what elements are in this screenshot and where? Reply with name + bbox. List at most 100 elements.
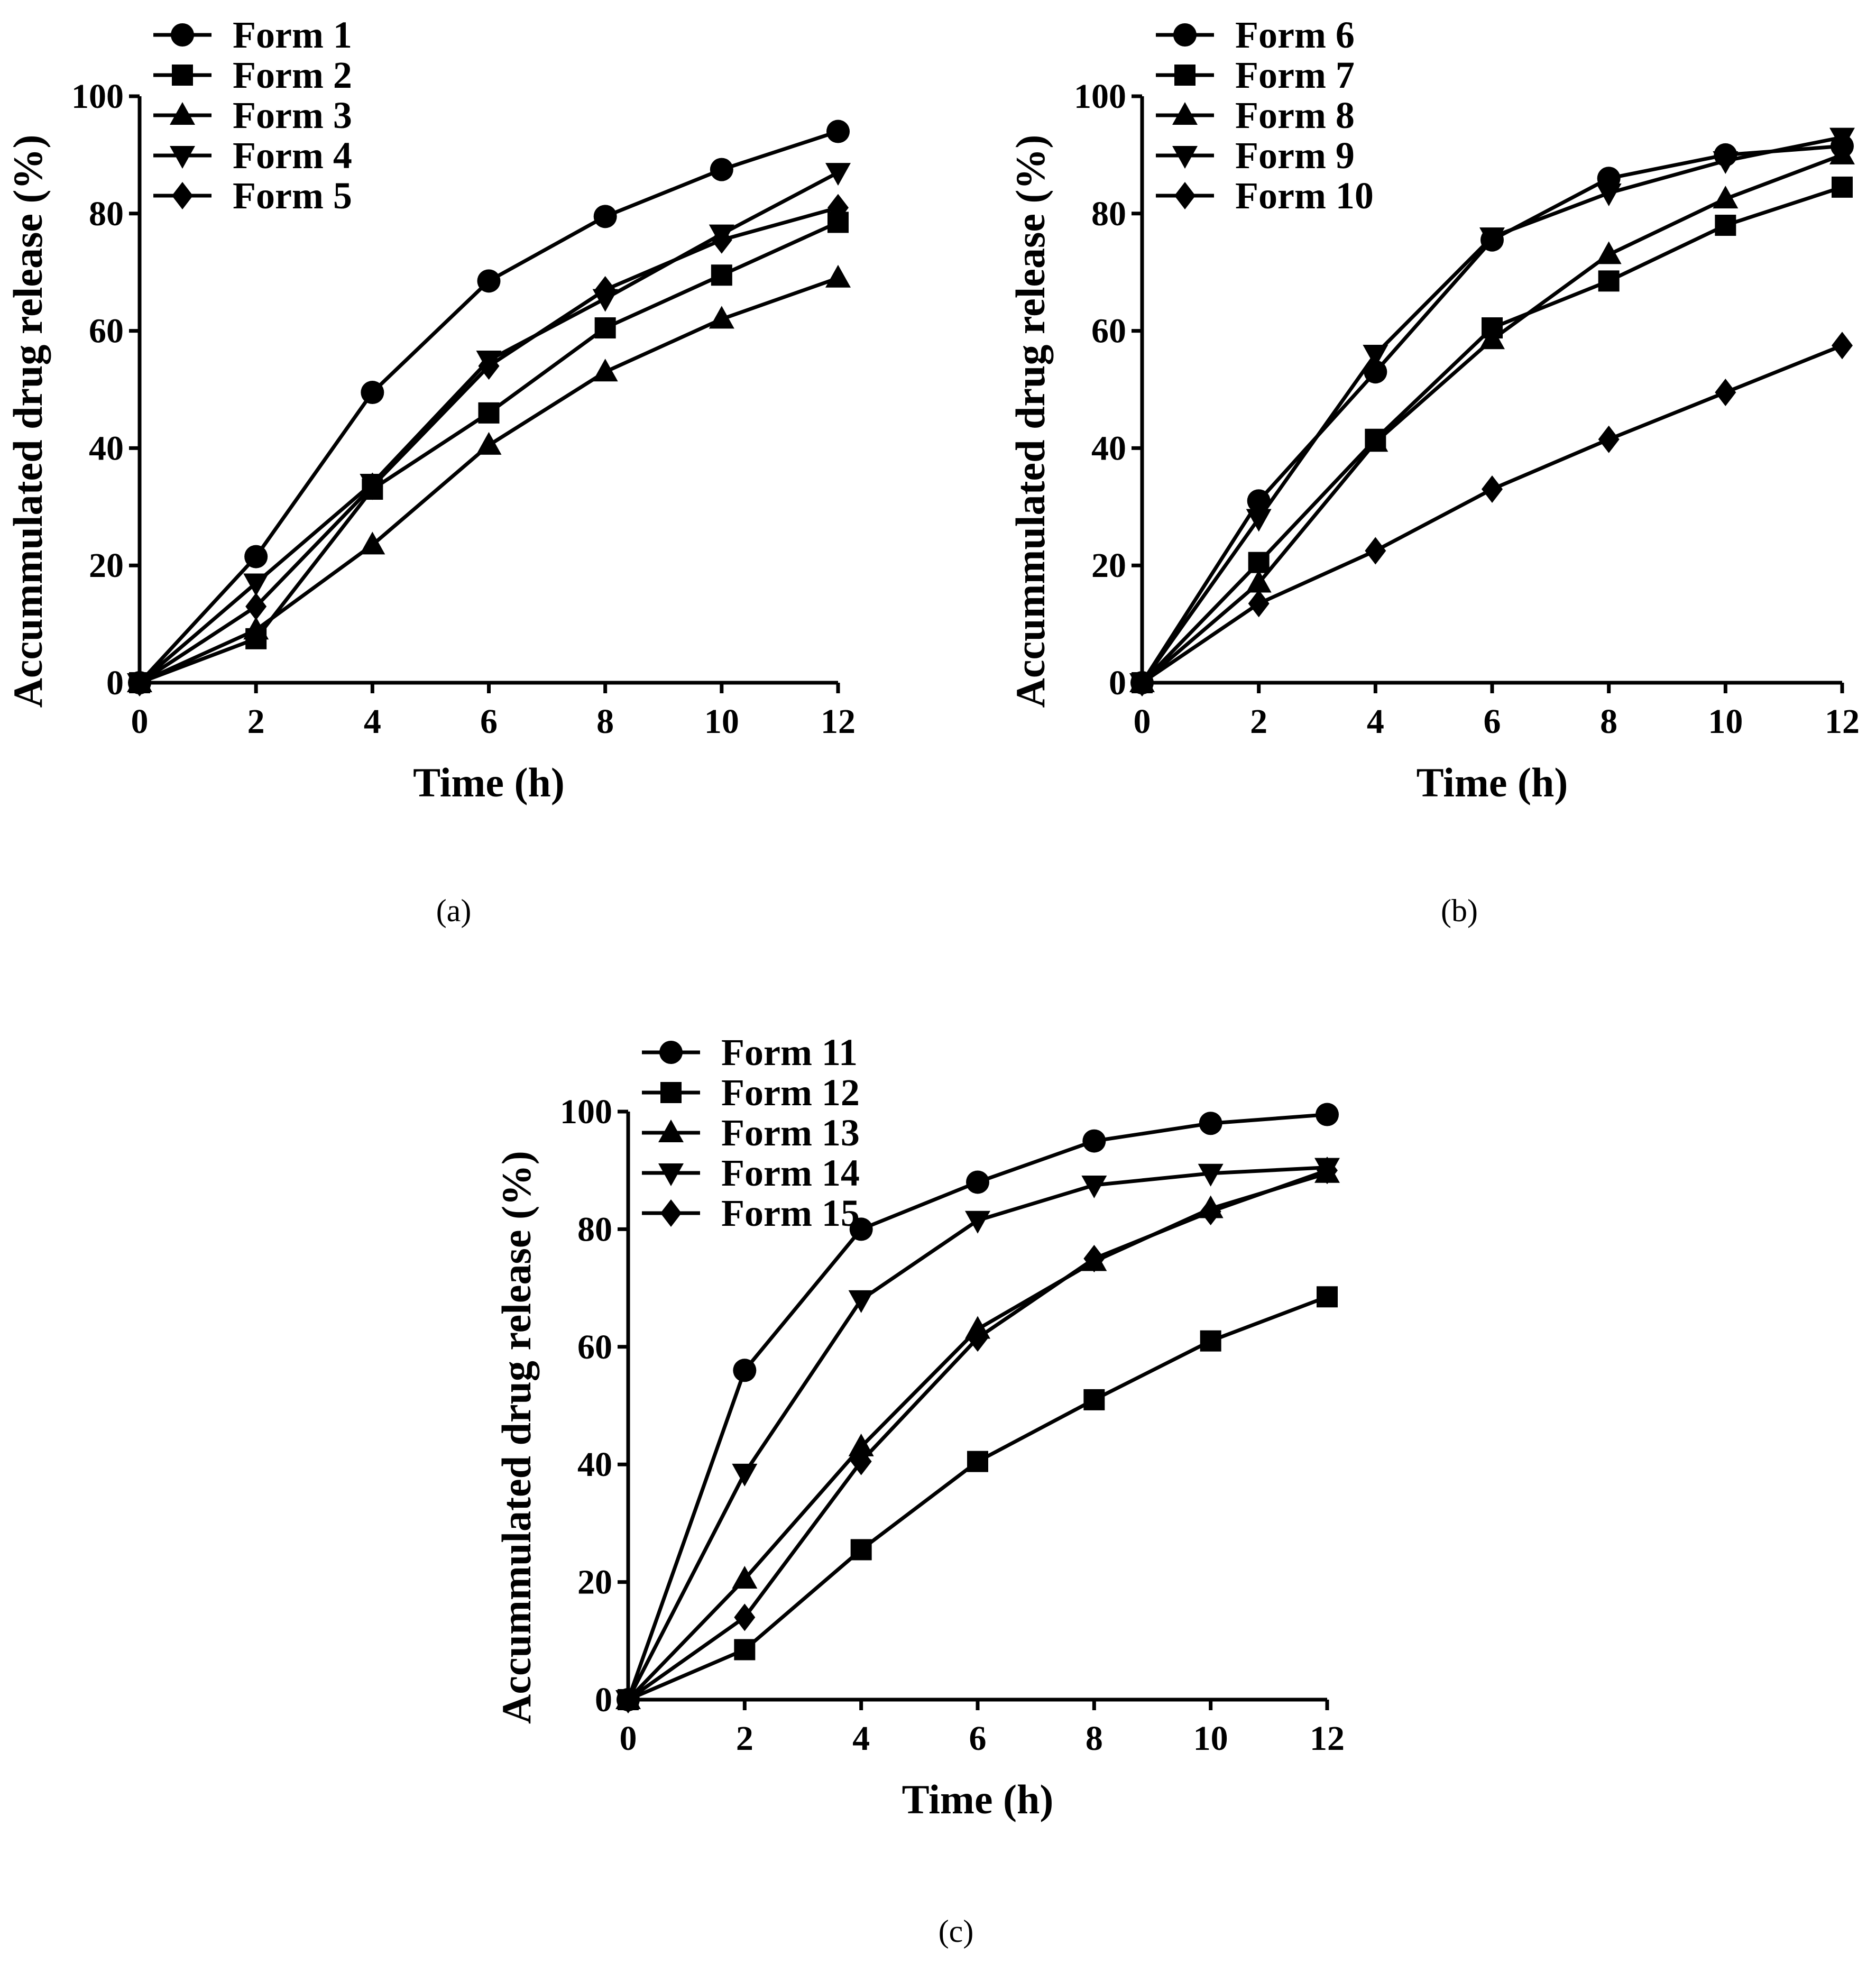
y-tick-label-a: 40 <box>89 429 124 467</box>
data-point-c-1 <box>1199 1112 1222 1135</box>
x-tick-label-c: 4 <box>852 1719 870 1758</box>
data-point-a-1 <box>593 205 617 228</box>
data-point-b-3 <box>1479 326 1505 350</box>
x-tick-label-b: 0 <box>1134 702 1151 741</box>
data-point-a-5 <box>594 276 616 304</box>
data-point-b-4 <box>1246 509 1272 532</box>
legend-marker-a-5 <box>172 182 193 209</box>
y-tick-label-c: 20 <box>577 1563 612 1602</box>
x-axis-title-c: Time (h) <box>902 1776 1054 1822</box>
data-point-a-5 <box>478 352 500 380</box>
legend-marker-a-1 <box>171 23 194 47</box>
y-tick-label-b: 60 <box>1091 312 1126 351</box>
x-tick-label-c: 10 <box>1193 1719 1228 1758</box>
legend-marker-b-4 <box>1172 146 1198 169</box>
y-tick-label-a: 20 <box>89 546 124 585</box>
data-point-c-4 <box>848 1290 874 1313</box>
y-tick-label-b: 0 <box>1109 664 1126 702</box>
data-point-c-5 <box>1200 1198 1221 1226</box>
data-point-a-4 <box>243 573 269 597</box>
data-point-b-2 <box>1248 552 1270 573</box>
data-point-a-3 <box>360 531 385 555</box>
data-point-a-5 <box>129 669 150 696</box>
data-point-a-3 <box>592 359 618 382</box>
y-tick-label-c: 80 <box>577 1210 612 1249</box>
data-point-b-4 <box>1363 344 1388 368</box>
data-point-c-4 <box>732 1463 758 1487</box>
data-point-b-2 <box>1832 176 1853 198</box>
legend-marker-a-3 <box>170 102 195 125</box>
data-point-c-5 <box>618 1686 639 1713</box>
data-point-a-1 <box>477 269 501 293</box>
legend-marker-c-2 <box>660 1082 682 1103</box>
data-point-c-2 <box>1200 1330 1221 1352</box>
x-tick-label-b: 12 <box>1825 702 1860 741</box>
data-point-a-5 <box>827 194 849 222</box>
legend-label-b-4: Form 9 <box>1235 134 1355 177</box>
data-point-c-2 <box>734 1639 756 1661</box>
y-axis-title-a: Accummulated drug release (%) <box>5 135 51 708</box>
data-point-c-5 <box>1083 1245 1105 1272</box>
data-point-a-5 <box>711 226 732 254</box>
chart-panel-a: 0 20 40 60 80 100 0 2 4 6 8 10 12 Time (h) Accummulate… <box>5 14 856 805</box>
legend-label-c-5: Form 15 <box>721 1192 860 1234</box>
legend-label-c-1: Form 11 <box>721 1031 858 1074</box>
data-point-b-4 <box>1596 183 1622 206</box>
x-tick-label-a: 8 <box>596 702 614 741</box>
data-point-c-2 <box>1083 1389 1105 1410</box>
legend-label-a-3: Form 3 <box>233 94 352 136</box>
x-tick-label-b: 4 <box>1367 702 1384 741</box>
legend-marker-b-5 <box>1174 182 1196 209</box>
data-point-a-4 <box>825 163 851 186</box>
data-point-a-1 <box>710 158 733 181</box>
data-point-b-5 <box>1715 379 1736 407</box>
legend-marker-b-2 <box>1174 65 1196 86</box>
data-point-c-1 <box>1316 1103 1339 1126</box>
data-point-a-2 <box>478 402 500 424</box>
chart-panel-b: 0 20 40 60 80 100 0 2 4 6 8 10 12 Time (h) Accummulate… <box>1007 14 1860 805</box>
legend-label-a-4: Form 4 <box>233 134 352 177</box>
data-point-b-2 <box>1598 270 1620 292</box>
data-point-a-3 <box>476 432 502 455</box>
x-tick-label-c: 6 <box>969 1719 987 1758</box>
y-tick-label-b: 80 <box>1091 195 1126 233</box>
data-point-c-4 <box>1081 1176 1107 1198</box>
data-point-b-4 <box>1713 151 1739 174</box>
y-tick-label-b: 40 <box>1091 429 1126 467</box>
data-point-b-2 <box>1715 214 1736 236</box>
legend-label-a-2: Form 2 <box>233 54 352 96</box>
data-point-a-5 <box>362 472 383 500</box>
legend-marker-b-1 <box>1173 23 1197 47</box>
data-point-b-5 <box>1482 475 1503 503</box>
x-tick-label-b: 2 <box>1250 702 1267 741</box>
data-point-b-3 <box>1363 429 1388 452</box>
x-axis-title-a: Time (h) <box>413 759 565 805</box>
x-tick-label-c: 12 <box>1310 1719 1345 1758</box>
x-tick-label-a: 6 <box>480 702 498 741</box>
data-point-a-2 <box>594 317 616 339</box>
data-point-c-1 <box>849 1217 873 1241</box>
chart-panel-c: 0 20 40 60 80 100 0 2 4 6 8 10 12 Time (h) Accummulate… <box>493 1031 1345 1822</box>
x-tick-label-c: 8 <box>1086 1719 1103 1758</box>
x-tick-label-c: 2 <box>736 1719 753 1758</box>
data-point-c-4 <box>1198 1163 1224 1187</box>
legend-marker-c-1 <box>659 1041 683 1064</box>
y-tick-label-b: 100 <box>1074 77 1126 116</box>
data-point-c-5 <box>1317 1157 1338 1185</box>
data-point-b-5 <box>1832 332 1853 360</box>
y-tick-label-c: 60 <box>577 1328 612 1366</box>
data-point-c-5 <box>734 1603 756 1631</box>
data-point-c-1 <box>966 1170 989 1194</box>
data-point-a-3 <box>709 306 734 329</box>
data-point-b-5 <box>1248 590 1270 618</box>
data-point-a-1 <box>826 120 850 143</box>
x-tick-label-b: 8 <box>1600 702 1617 741</box>
data-point-b-3 <box>1596 241 1622 264</box>
data-point-a-5 <box>245 592 267 620</box>
y-axis-title-c: Accummulated drug release (%) <box>493 1151 539 1724</box>
legend-label-a-1: Form 1 <box>233 14 352 56</box>
data-point-b-4 <box>1479 227 1505 251</box>
data-point-b-1 <box>1247 489 1271 513</box>
data-point-c-2 <box>1317 1286 1338 1308</box>
